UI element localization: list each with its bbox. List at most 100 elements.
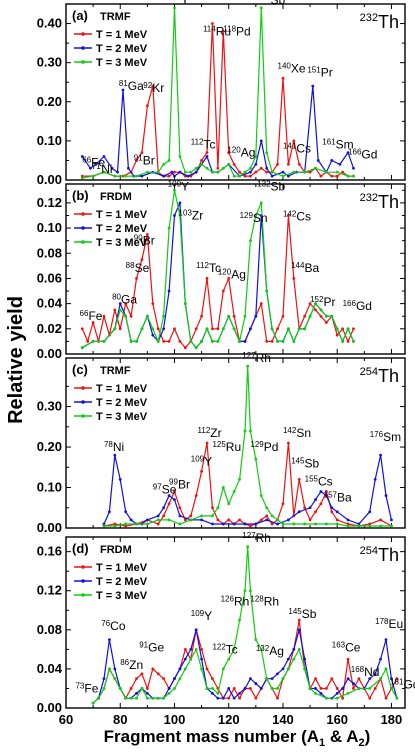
data-point-T3 <box>167 691 171 695</box>
data-point-T3 <box>238 174 241 178</box>
data-point-T1 <box>330 677 334 681</box>
data-point-T3 <box>324 314 328 318</box>
isotope-symbol: Se <box>135 261 150 275</box>
data-point-T2 <box>292 647 296 651</box>
isotope-mass: 90 <box>134 233 143 242</box>
data-point-T1 <box>346 522 350 526</box>
data-point-T3 <box>227 314 231 318</box>
data-point-T3 <box>303 522 307 526</box>
data-point-T2 <box>232 696 236 700</box>
data-point-T3 <box>102 340 106 343</box>
isotope-symbol: Y <box>181 0 189 7</box>
isotope-symbol: Ru <box>216 24 231 38</box>
isotope-symbol: Br <box>178 478 190 492</box>
legend-marker <box>81 565 85 569</box>
legend-label: T = 2 MeV <box>96 43 148 55</box>
isotope-mass: 100 <box>168 0 182 2</box>
isotope-symbol: Nd <box>364 665 379 679</box>
data-point-T2 <box>232 522 236 526</box>
data-point-T3 <box>178 677 182 681</box>
isotope-mass: 129 <box>240 211 254 220</box>
data-point-T2 <box>384 638 388 641</box>
data-point-T3 <box>270 687 274 690</box>
data-point-T3 <box>254 638 258 641</box>
panel-d: 0.00 0.04 0.08 0.12 0.16 60 80 100 120 140 160 180 (… <box>37 531 415 727</box>
y-tick-label: 0.12 <box>37 195 62 210</box>
data-point-T1 <box>227 151 231 155</box>
isotope-symbol: Fe <box>88 309 102 323</box>
data-point-T1 <box>281 502 285 506</box>
isotope-symbol: Ba <box>337 491 352 505</box>
data-point-T1 <box>314 510 317 514</box>
data-point-T3 <box>113 174 117 178</box>
data-point-T1 <box>368 522 372 526</box>
isotope-mass: 109 <box>191 454 205 463</box>
data-point-T3 <box>221 486 225 489</box>
isotope-symbol: Br <box>143 233 155 247</box>
isotope-annotation: 114Ru <box>203 24 231 38</box>
data-point-T2 <box>259 687 263 690</box>
isotope-symbol: Ni <box>101 162 112 176</box>
isotope-mass: 140 <box>278 61 292 70</box>
isotope-annotation: 178Eu <box>375 617 403 631</box>
data-point-T3 <box>232 647 236 651</box>
isotope-annotation: 132Ag <box>256 644 284 658</box>
data-point-T3 <box>265 677 269 681</box>
data-point-T3 <box>243 589 247 593</box>
data-point-T2 <box>173 677 176 681</box>
data-point-T1 <box>265 170 269 174</box>
data-point-T3 <box>162 696 166 700</box>
y-tick-label: 0.04 <box>37 296 63 311</box>
isotope-symbol: Zn <box>129 658 143 672</box>
data-point-T1 <box>167 174 171 178</box>
data-point-T3 <box>135 340 138 343</box>
data-point-T3 <box>91 174 95 178</box>
legend-label: T = 2 MeV <box>96 223 148 235</box>
isotope-mass: 129 <box>250 440 264 449</box>
isotope-symbol: Rh <box>264 594 279 608</box>
data-point-T3 <box>107 667 111 671</box>
panel-frame <box>65 536 406 709</box>
data-point-T3 <box>281 340 285 343</box>
data-point-T2 <box>183 657 187 661</box>
data-point-T3 <box>145 170 149 174</box>
isotope-mass: 122 <box>212 642 226 651</box>
data-point-T1 <box>86 340 90 343</box>
nucleus-label: 232Th <box>360 12 399 32</box>
data-point-T2 <box>311 84 315 88</box>
data-point-T3 <box>259 201 263 205</box>
data-point-T2 <box>211 522 214 526</box>
data-point-T2 <box>297 628 301 632</box>
isotope-symbol: Sm <box>336 138 354 152</box>
data-point-T1 <box>102 314 106 318</box>
nucleus-mass: 232 <box>360 192 378 204</box>
data-point-T2 <box>276 522 279 526</box>
data-point-T3 <box>357 524 361 528</box>
data-point-T3 <box>189 657 193 661</box>
data-point-T1 <box>292 277 296 280</box>
isotope-annotation: 161Sm <box>322 138 353 152</box>
data-point-T1 <box>173 327 176 331</box>
data-point-T2 <box>286 174 290 178</box>
data-point-T1 <box>249 174 252 178</box>
data-point-T3 <box>249 166 252 170</box>
nucleus-symbol: Th <box>378 545 399 565</box>
data-point-T3 <box>173 687 176 690</box>
data-point-T2 <box>249 677 252 681</box>
data-point-T2 <box>384 494 388 498</box>
data-point-T1 <box>118 327 122 331</box>
data-point-T3 <box>178 522 182 526</box>
legend-marker <box>81 60 85 64</box>
data-point-T3 <box>80 346 84 350</box>
isotope-mass: 97 <box>153 483 162 492</box>
panel-c: 0.00 0.10 0.20 0.30 (c) TRMF 254Th T = 1 MeV T =… <box>37 351 406 535</box>
data-point-T2 <box>145 518 149 522</box>
data-point-T1 <box>113 308 117 312</box>
data-point-T1 <box>205 151 209 155</box>
data-point-T1 <box>330 174 334 178</box>
data-point-T1 <box>265 340 269 343</box>
isotope-annotation: 176Sm <box>370 430 401 444</box>
data-point-T1 <box>205 441 209 445</box>
isotope-annotation: 100Y <box>168 179 189 193</box>
isotope-mass: 81 <box>119 79 128 88</box>
